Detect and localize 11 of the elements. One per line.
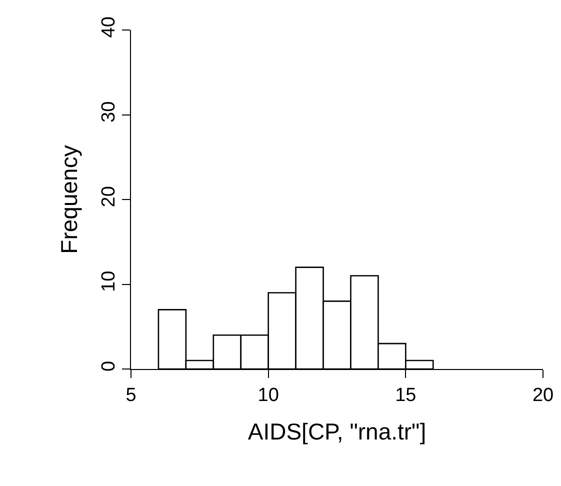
y-tick-label: 20 <box>98 186 120 208</box>
y-tick-label: 30 <box>98 101 120 122</box>
y-tick-label: 40 <box>98 16 120 38</box>
x-tick-label: 15 <box>395 384 416 406</box>
x-axis-title: AIDS[CP, "rna.tr"] <box>248 418 426 444</box>
x-tick-label: 20 <box>532 384 554 406</box>
y-tick-label: 0 <box>98 360 120 372</box>
x-tick-label: 5 <box>126 384 136 406</box>
y-tick-label: 10 <box>98 270 120 292</box>
y-axis-title: Frequency <box>56 144 82 254</box>
x-tick-label: 10 <box>258 384 279 406</box>
